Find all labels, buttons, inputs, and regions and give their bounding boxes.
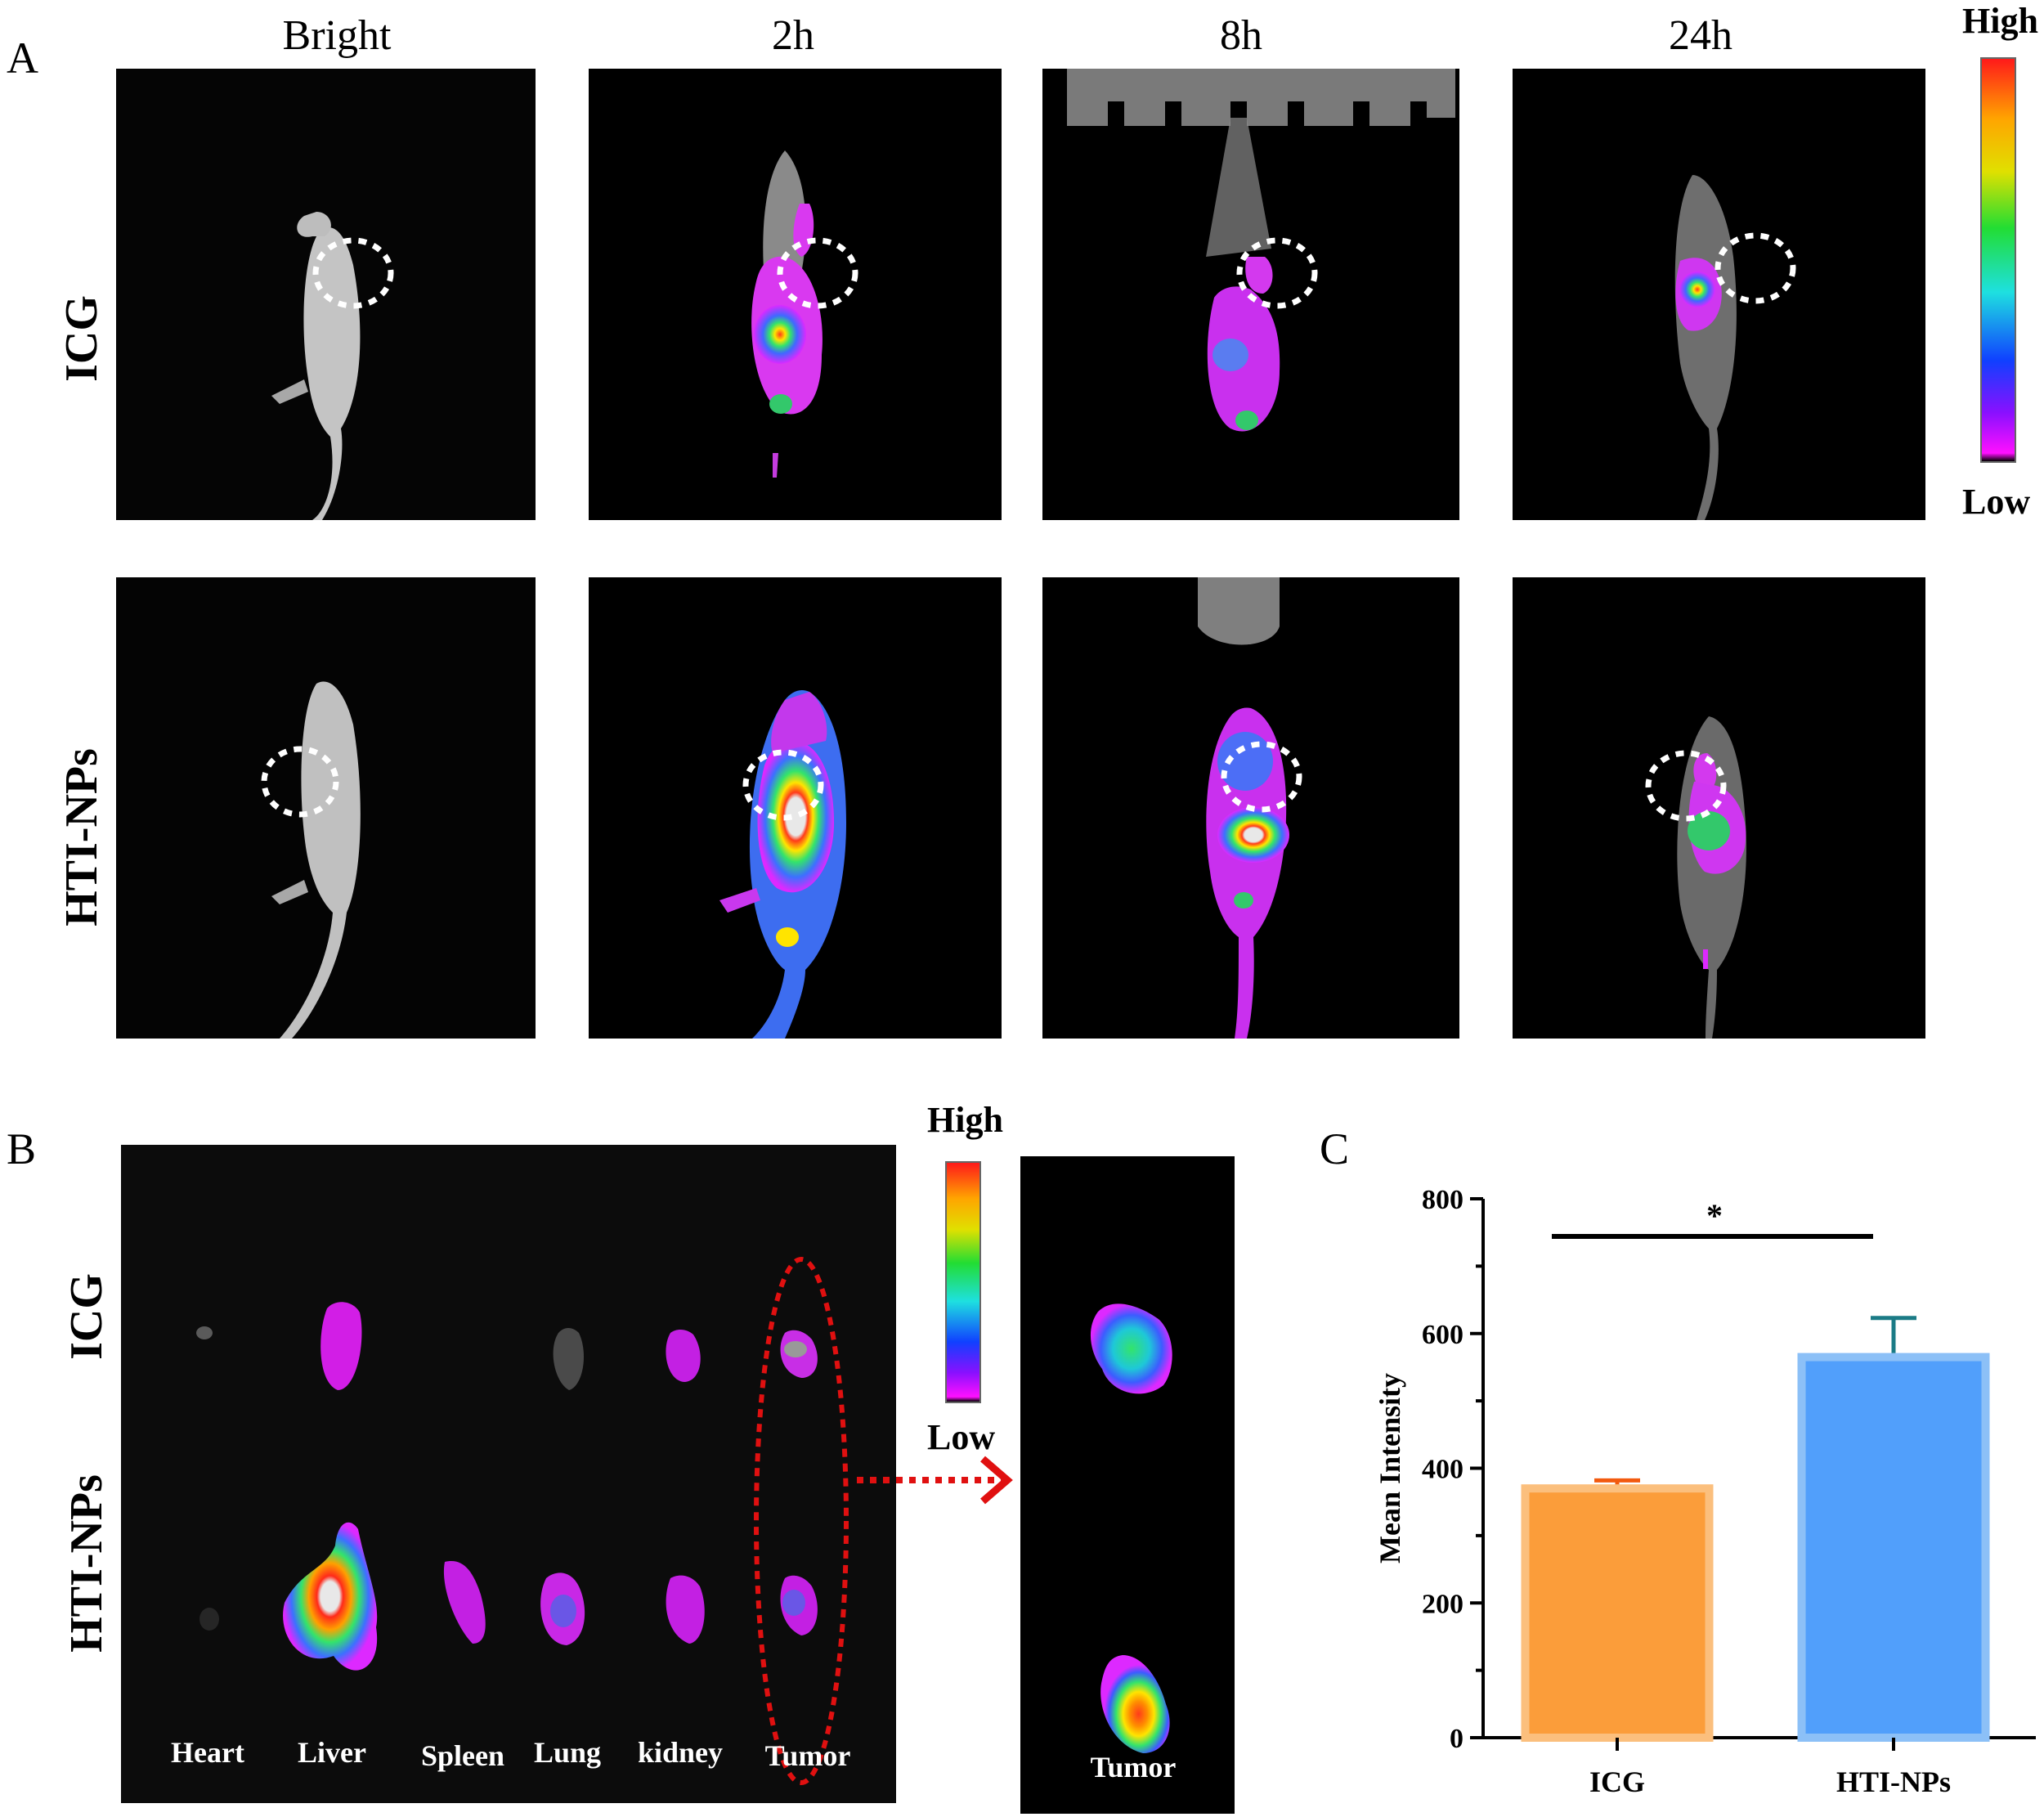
image-icg-2h [589,69,1002,520]
red-dashed-arrow [857,1456,1013,1505]
image-ex-vivo-organs [121,1145,896,1803]
row-label-icg: ICG [56,295,107,382]
y-tick-label: 0 [1450,1724,1464,1754]
color-scale-b [945,1161,981,1403]
organ-label-heart: Heart [171,1736,244,1769]
image-hti-8h [1042,577,1459,1039]
image-icg-24h [1513,69,1925,520]
color-scale-a [1980,57,2016,463]
organ-label-lung: Lung [533,1736,602,1769]
y-axis-title: Mean Intensity [1374,1373,1406,1564]
scale-a-high-label: High [1962,1,2038,41]
zoom-tumor-label: Tumor [1090,1751,1177,1783]
image-icg-8h [1042,69,1459,520]
row-label-b-icg: ICG [61,1273,112,1360]
bar-ICG [1521,1484,1714,1742]
scale-a-low-label: Low [1962,482,2031,522]
panel-a-letter: A [7,34,38,83]
column-header-2h: 2h [772,12,814,59]
organ-label-kidney: kidney [637,1736,724,1769]
organ-label-liver: Liver [298,1736,366,1769]
image-icg-bright [116,69,536,520]
image-hti-24h [1513,577,1925,1039]
column-header-bright: Bright [282,12,392,59]
image-hti-2h [589,577,1002,1039]
scale-b-high-label: High [927,1100,1003,1140]
row-label-b-hti-nps: HTI-NPs [61,1474,112,1653]
row-label-hti-nps: HTI-NPs [56,748,107,926]
image-tumor-zoom [1020,1156,1235,1814]
y-tick-label: 600 [1422,1320,1464,1350]
panel-c-letter: C [1320,1124,1350,1173]
image-hti-bright [116,577,536,1039]
panel-b-letter: B [7,1124,37,1173]
y-tick-label: 800 [1422,1185,1464,1215]
column-header-8h: 8h [1220,12,1262,59]
x-tick-label: HTI-NPs [1836,1765,1951,1798]
scale-b-low-label: Low [927,1417,996,1457]
column-header-24h: 24h [1669,12,1732,59]
y-tick-label: 400 [1422,1455,1464,1485]
y-tick-label: 200 [1422,1589,1464,1619]
bar-HTI-NPs [1797,1353,1990,1743]
x-tick-label: ICG [1589,1765,1645,1798]
significance-star: * [1706,1197,1723,1234]
organ-label-spleen: Spleen [420,1739,505,1772]
bar-chart-mean-intensity: 0 200 400 600 800 Mean Intensity ICG HTI-NPs * [1374,1185,2036,1798]
organ-label-tumor: Tumor [764,1739,851,1772]
